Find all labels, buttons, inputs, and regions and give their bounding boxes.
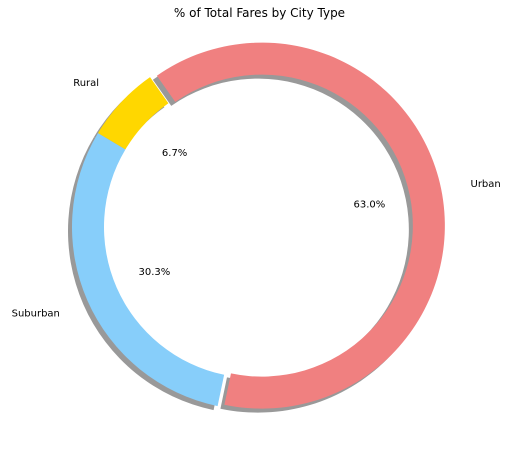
slice-label-rural: Rural	[73, 78, 99, 89]
slice-labels: Rural 6.7% Suburban 30.3% Urban 63.0%	[12, 78, 501, 320]
slice-urban	[156, 42, 445, 409]
slice-label-suburban: Suburban	[12, 308, 60, 319]
slice-suburban	[72, 133, 225, 407]
slice-shadow-urban	[152, 46, 441, 413]
slice-pct-rural: 6.7%	[162, 148, 187, 159]
slice-pct-suburban: 30.3%	[139, 267, 171, 278]
slices	[72, 42, 445, 409]
chart-title: % of Total Fares by City Type	[174, 6, 345, 20]
slice-label-urban: Urban	[471, 179, 501, 190]
slice-pct-urban: 63.0%	[354, 200, 386, 211]
slice-rural	[97, 77, 169, 150]
slice-shadow-suburban	[68, 137, 221, 411]
